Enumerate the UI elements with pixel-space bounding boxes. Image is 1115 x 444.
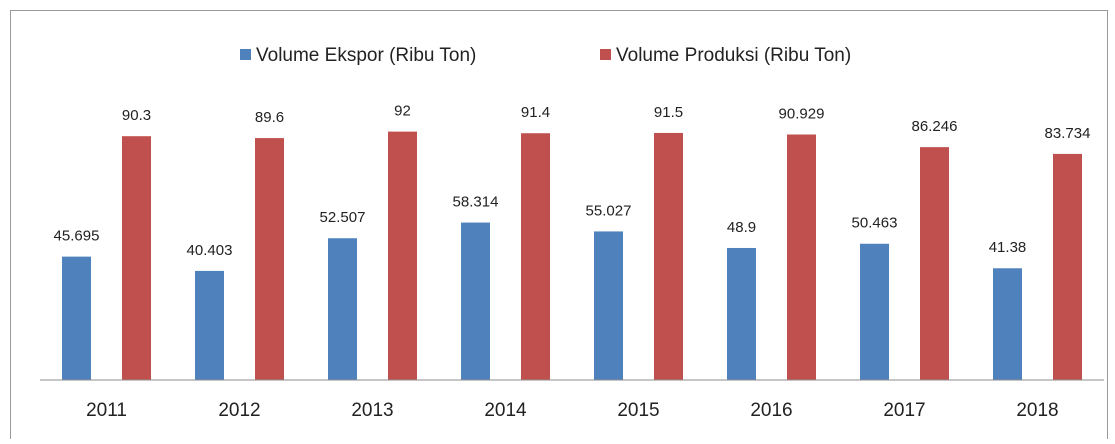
bar	[521, 133, 550, 380]
x-tick-label: 2012	[218, 400, 260, 421]
data-label: 90.3	[122, 107, 151, 124]
bar	[328, 238, 357, 380]
legend-label: Volume Ekspor (Ribu Ton)	[256, 45, 476, 66]
data-label: 58.314	[453, 194, 499, 211]
legend-swatch	[240, 49, 251, 60]
bar	[993, 268, 1022, 380]
bar	[654, 132, 683, 380]
x-tick-label: 2015	[617, 400, 659, 421]
bar	[787, 134, 816, 380]
data-label: 92	[394, 103, 411, 120]
legend-label: Volume Produksi (Ribu Ton)	[616, 45, 851, 66]
data-label: 52.507	[320, 209, 366, 226]
data-label: 40.403	[187, 242, 233, 259]
data-label: 41.38	[989, 239, 1027, 256]
x-tick-label: 2018	[1016, 400, 1058, 421]
x-tick-label: 2014	[484, 400, 527, 421]
data-label: 45.695	[54, 228, 100, 245]
bar	[461, 222, 490, 380]
bar	[920, 147, 949, 380]
x-tick-label: 2011	[86, 400, 127, 421]
bar	[195, 270, 224, 380]
data-label: 86.246	[912, 118, 958, 135]
data-label: 91.5	[654, 104, 683, 121]
bar	[62, 256, 91, 380]
bar	[594, 231, 623, 380]
x-tick-label: 2016	[750, 400, 792, 421]
data-label: 91.4	[521, 104, 550, 121]
data-label: 89.6	[255, 109, 284, 126]
bar	[860, 243, 889, 380]
bar	[388, 131, 417, 380]
x-tick-label: 2013	[351, 400, 393, 421]
legend-swatch	[600, 49, 611, 60]
bar	[1053, 153, 1082, 380]
bar	[122, 136, 151, 380]
bar	[727, 247, 756, 380]
bar	[255, 138, 284, 380]
data-label: 90.929	[779, 105, 825, 122]
data-label: 83.734	[1045, 125, 1091, 142]
data-label: 50.463	[852, 215, 898, 232]
x-tick-label: 2017	[883, 400, 925, 421]
data-label: 48.9	[727, 219, 756, 236]
data-label: 55.027	[586, 202, 632, 219]
